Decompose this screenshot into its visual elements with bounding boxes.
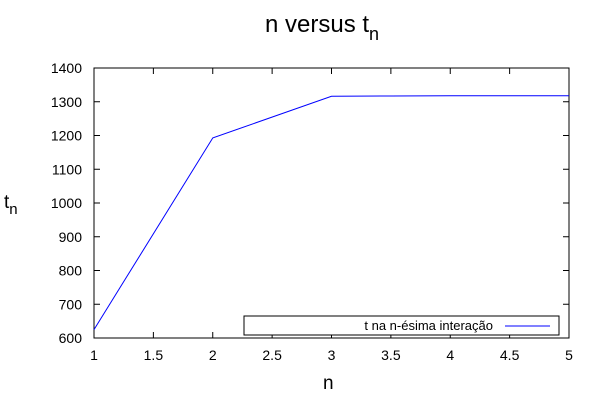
- chart-title: n versus tn: [265, 11, 379, 44]
- x-tick-label: 4.5: [500, 347, 520, 363]
- legend-label: t na n-ésima interação: [364, 318, 493, 333]
- y-tick-label: 1400: [51, 60, 82, 76]
- y-tick-label: 1300: [51, 94, 82, 110]
- y-axis-label: tn: [4, 192, 18, 218]
- y-tick-labels: 600 700 800 900 1000 1100 1200 1300 1400: [51, 60, 82, 346]
- series-line: [93, 95, 569, 330]
- legend-box: [243, 315, 560, 336]
- x-tick-label: 2.5: [262, 347, 282, 363]
- x-tick-label: 1.5: [144, 347, 164, 363]
- x-tick-labels: 1 1.5 2 2.5 3 3.5 4 4.5 5: [90, 347, 573, 363]
- y-tick-label: 1200: [51, 128, 82, 144]
- x-axis-label: n: [323, 373, 334, 394]
- y-tick-label: 800: [59, 263, 83, 279]
- x-tick-label: 3: [328, 347, 336, 363]
- legend: t na n-ésima interação: [243, 315, 560, 336]
- x-tick-label: 4: [446, 347, 454, 363]
- y-tick-label: 600: [59, 330, 83, 346]
- x-tick-label: 5: [565, 347, 573, 363]
- y-tick-label: 1100: [52, 161, 82, 177]
- plot-frame: [93, 67, 570, 339]
- axis-ticks: [93, 67, 570, 339]
- x-tick-label: 2: [209, 347, 217, 363]
- series-layer: [93, 95, 569, 330]
- y-tick-label: 900: [59, 229, 83, 245]
- x-tick-label: 3.5: [381, 347, 401, 363]
- y-tick-label: 1000: [51, 195, 82, 211]
- y-tick-label: 700: [59, 296, 83, 312]
- x-tick-label: 1: [90, 347, 98, 363]
